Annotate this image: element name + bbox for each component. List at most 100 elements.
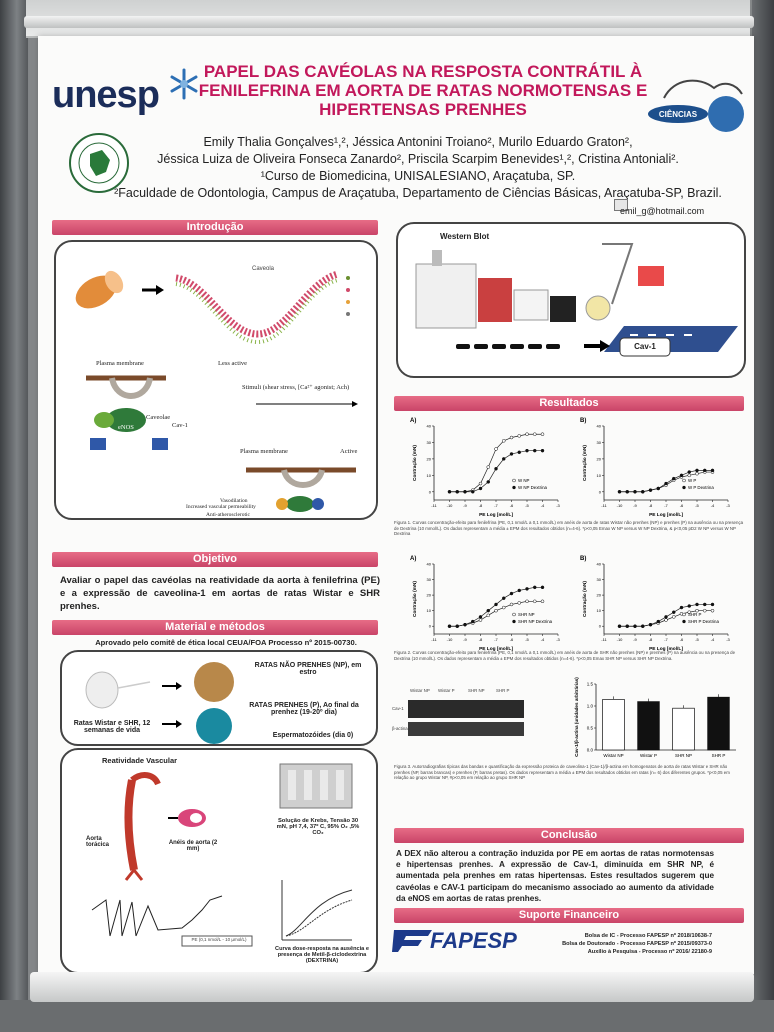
reatividade-title: Reatividade Vascular bbox=[102, 756, 178, 765]
x-tick-label: -3 bbox=[556, 637, 560, 642]
blot-actin-band bbox=[408, 722, 524, 736]
y-tick-label: 1.0 bbox=[587, 704, 594, 709]
y-tick-label: 0 bbox=[599, 489, 602, 494]
poster-title: PAPEL DAS CAVÉOLAS NA RESPOSTA CONTRÁTIL… bbox=[198, 62, 648, 119]
data-point bbox=[502, 439, 506, 443]
y-tick-label: 0 bbox=[429, 624, 432, 629]
data-point bbox=[525, 599, 529, 604]
x-tick-label: -4 bbox=[711, 503, 715, 508]
x-axis-label: PE Log [mol/L] bbox=[649, 646, 683, 652]
data-point bbox=[478, 486, 483, 491]
data-point bbox=[447, 624, 452, 628]
y-tick-label: 10 bbox=[597, 608, 602, 613]
section-banner-resultados: Resultados bbox=[394, 396, 744, 411]
x-tick-label: -6 bbox=[510, 503, 514, 508]
chart-panel-label: B) bbox=[580, 418, 586, 424]
reatividade-diagram bbox=[91, 763, 353, 947]
data-point bbox=[703, 468, 707, 473]
y-tick-label: 0 bbox=[429, 489, 432, 494]
data-point bbox=[687, 604, 691, 608]
data-point bbox=[517, 450, 521, 455]
legend-label: W P bbox=[688, 478, 696, 483]
data-point bbox=[494, 602, 498, 607]
x-tick-label: -8 bbox=[479, 637, 483, 642]
blot-lane-wistar-np: Wistar NP bbox=[410, 688, 430, 693]
data-point bbox=[679, 605, 684, 610]
display-stand-right bbox=[752, 0, 774, 1032]
data-point bbox=[455, 490, 459, 494]
data-point bbox=[509, 591, 514, 596]
data-point bbox=[533, 599, 537, 604]
active-label: Active bbox=[340, 448, 358, 455]
legend-marker bbox=[682, 485, 686, 490]
contact-email: emil_g@hotmail.com bbox=[620, 206, 705, 216]
western-blot-diagram bbox=[415, 243, 738, 357]
data-point bbox=[509, 602, 514, 607]
data-point bbox=[494, 467, 498, 471]
data-point bbox=[540, 448, 545, 453]
data-point bbox=[517, 601, 521, 605]
affiliation-1: ¹Curso de Biomedicina, UNISALESIANO, Ara… bbox=[260, 169, 576, 183]
x-tick-label: -3 bbox=[726, 637, 730, 642]
vasodilation-label: Vasodilation bbox=[220, 498, 248, 504]
data-point bbox=[525, 448, 529, 453]
x-tick-label: -5 bbox=[695, 637, 699, 642]
x-axis-label: PE Log [mol/L] bbox=[479, 512, 513, 518]
x-tick-label: -7 bbox=[494, 637, 498, 642]
figure-1-caption: Figura 1. Curvas concentração-efeito par… bbox=[394, 520, 744, 537]
x-tick-label: Wistar P bbox=[640, 753, 657, 758]
western-blot-title: Western Blot bbox=[440, 232, 490, 241]
y-tick-label: 10 bbox=[427, 608, 432, 613]
less-active-label: Less active bbox=[218, 360, 248, 367]
x-tick-label: -10 bbox=[617, 503, 624, 508]
y-tick-label: 10 bbox=[597, 473, 602, 478]
chart-panel-label: A) bbox=[410, 556, 416, 562]
data-point bbox=[695, 471, 699, 476]
p-rats-label: RATAS PRENHES (P), Ao final da prenhez (… bbox=[249, 702, 359, 716]
series-line bbox=[449, 433, 543, 493]
y-tick-label: 40 bbox=[597, 424, 602, 429]
y-tick-label: 20 bbox=[427, 456, 432, 461]
legend-label: SHR NP Dextrina bbox=[518, 619, 553, 624]
plasma-membrane-active-label: Plasma membrane bbox=[240, 448, 288, 455]
x-tick-label: -10 bbox=[447, 503, 454, 508]
unesp-logo: unesp bbox=[52, 74, 160, 116]
y-tick-label: 20 bbox=[427, 593, 432, 598]
cav1-band-label: Cav-1 bbox=[634, 342, 656, 351]
pe-range-label: PE (0,1 nmol/L - 10 µmol/L) bbox=[191, 937, 247, 942]
data-point bbox=[664, 615, 668, 619]
legend-marker bbox=[682, 612, 686, 617]
affiliation-2: ²Faculdade de Odontologia, Campus de Ara… bbox=[114, 186, 722, 200]
data-point bbox=[710, 608, 715, 613]
x-tick-label: -6 bbox=[680, 503, 684, 508]
legend-marker bbox=[682, 478, 686, 483]
data-point bbox=[494, 447, 498, 451]
data-point bbox=[494, 608, 498, 613]
y-tick-label: 0.0 bbox=[587, 748, 594, 753]
x-tick-label: -11 bbox=[431, 503, 437, 508]
data-point bbox=[710, 468, 715, 473]
data-point bbox=[695, 468, 699, 473]
ethics-approval-text: Aprovado pelo comitê de ética local CEUA… bbox=[95, 638, 357, 647]
data-point bbox=[625, 624, 629, 628]
x-tick-label: SHR P bbox=[712, 753, 726, 758]
x-tick-label: -3 bbox=[556, 503, 560, 508]
enos-label: eNOS bbox=[118, 424, 134, 431]
data-point bbox=[687, 610, 691, 614]
curve-label: Curva dose-resposta na ausência e presen… bbox=[275, 946, 369, 964]
y-tick-label: 0 bbox=[599, 624, 602, 629]
y-axis-label: Cav-1/β-actina (unidades arbitrárias) bbox=[574, 677, 579, 757]
y-tick-label: 30 bbox=[597, 577, 602, 582]
data-point bbox=[478, 618, 483, 622]
bar bbox=[602, 699, 625, 751]
society-seal-logo bbox=[69, 133, 129, 193]
data-point bbox=[502, 596, 506, 600]
reatividade-panel: Reatividade Vascular Aorta torácica Anéi… bbox=[60, 748, 378, 974]
data-point bbox=[463, 622, 467, 627]
y-tick-label: 40 bbox=[597, 562, 602, 567]
cav1-label: Cav-1 bbox=[172, 422, 188, 429]
authors-line-1: Emily Thalia Gonçalves¹,², Jéssica Anton… bbox=[203, 135, 633, 149]
permeability-label: Increased vascular permeability bbox=[186, 504, 256, 510]
legend-label: SHR P bbox=[688, 612, 701, 617]
figure-1a-chart: A) -11 -10 -9 -8 -7 -6 -5 -4 -3 0 10 20 30 40 PE Log [m… bbox=[410, 418, 561, 518]
